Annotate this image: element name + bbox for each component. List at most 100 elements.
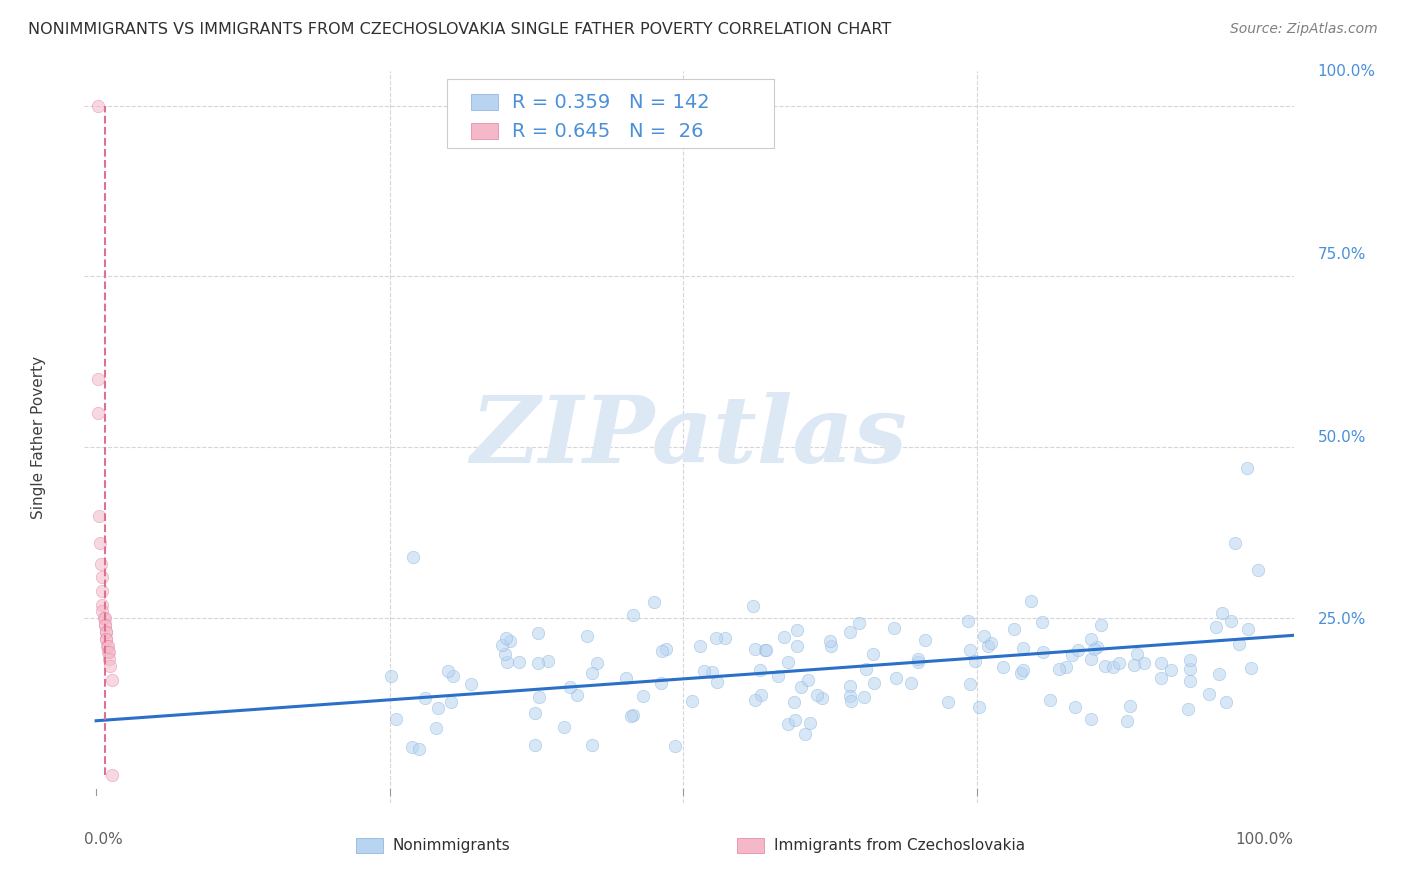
Point (742, 599, 765, 613)
Point (1101, 659, 1123, 673)
Point (650, 644, 672, 658)
Point (778, 717, 800, 731)
Point (96, 639, 118, 653)
Point (754, 643, 776, 657)
Point (1094, 659, 1116, 673)
Point (797, 673, 820, 688)
Point (959, 643, 981, 657)
Point (1090, 618, 1112, 632)
Point (1215, 695, 1237, 709)
FancyBboxPatch shape (737, 838, 763, 853)
Point (1178, 674, 1201, 689)
Point (664, 739, 686, 753)
Text: 100.0%: 100.0% (1236, 832, 1294, 847)
Text: 100.0%: 100.0% (1317, 64, 1375, 78)
FancyBboxPatch shape (357, 838, 382, 853)
Point (650, 676, 672, 690)
Point (1223, 536, 1246, 550)
Point (643, 595, 665, 609)
Point (585, 656, 607, 670)
Point (408, 742, 430, 756)
Point (402, 549, 425, 564)
Point (748, 663, 770, 677)
Point (655, 642, 678, 657)
Text: Source: ZipAtlas.com: Source: ZipAtlas.com (1230, 22, 1378, 37)
Point (495, 655, 517, 669)
Point (1177, 702, 1199, 716)
Point (441, 669, 464, 683)
Point (806, 688, 828, 702)
Point (1080, 632, 1102, 646)
Point (936, 695, 959, 709)
Point (1047, 662, 1070, 676)
Point (980, 636, 1002, 650)
Point (94, 624, 117, 639)
Point (415, 690, 437, 705)
Point (1019, 593, 1042, 607)
Point (839, 694, 862, 708)
Point (93, 618, 115, 632)
Point (786, 623, 808, 637)
Point (89, 508, 111, 523)
Point (1247, 563, 1270, 577)
Point (900, 675, 922, 690)
Point (976, 639, 998, 653)
Point (427, 700, 450, 714)
Point (621, 607, 644, 622)
Point (1011, 663, 1033, 677)
Point (967, 700, 990, 714)
Point (1083, 642, 1105, 657)
Point (401, 739, 423, 754)
Point (1080, 712, 1102, 726)
Point (744, 641, 766, 656)
Point (614, 671, 637, 685)
FancyBboxPatch shape (471, 123, 498, 139)
Point (567, 688, 589, 702)
Point (1116, 714, 1139, 729)
Point (957, 615, 980, 629)
Point (1149, 657, 1171, 671)
Point (693, 665, 716, 679)
Point (714, 631, 737, 645)
Point (537, 654, 560, 668)
Point (581, 738, 603, 752)
Point (87, 406, 110, 420)
Point (799, 716, 821, 731)
Point (773, 630, 796, 644)
Point (783, 695, 806, 709)
Point (1227, 637, 1250, 651)
Point (838, 625, 860, 640)
Point (98, 659, 121, 673)
Point (91, 604, 114, 618)
Point (499, 634, 522, 648)
Point (96, 632, 118, 646)
Point (1211, 606, 1233, 620)
Text: 0.0%: 0.0% (84, 832, 124, 847)
Point (751, 688, 773, 702)
Point (818, 634, 841, 648)
Point (553, 719, 575, 733)
Point (558, 680, 581, 694)
Point (1208, 666, 1230, 681)
Point (768, 669, 790, 683)
Point (527, 690, 550, 704)
Point (848, 615, 870, 630)
Text: Immigrants from Czechoslovakia: Immigrants from Czechoslovakia (773, 838, 1025, 853)
Point (744, 692, 766, 706)
Point (963, 655, 986, 669)
Point (1002, 622, 1025, 636)
Point (786, 639, 808, 653)
Point (862, 647, 884, 661)
Point (1237, 622, 1260, 636)
Point (1010, 665, 1032, 680)
Point (101, 673, 124, 687)
Point (1032, 645, 1054, 659)
Point (1219, 615, 1241, 629)
Point (1080, 652, 1102, 666)
Point (526, 656, 548, 670)
Point (380, 669, 402, 683)
Point (852, 690, 875, 704)
Point (621, 707, 644, 722)
Point (704, 631, 727, 645)
Point (1178, 653, 1201, 667)
